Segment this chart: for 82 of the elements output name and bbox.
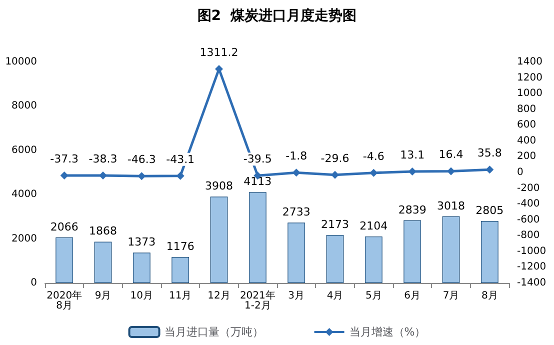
bar [248, 192, 266, 283]
bar [442, 216, 460, 283]
x-tick-label: 6月 [404, 290, 421, 302]
data-label: 1176 [166, 240, 194, 254]
data-label: 1373 [128, 236, 156, 249]
bar [404, 220, 422, 283]
data-label: 35.8 [477, 146, 502, 160]
bar [480, 221, 498, 283]
y2-tick-label: 1000 [517, 88, 542, 100]
y2-tick-label: 1200 [517, 72, 542, 84]
bar [210, 196, 228, 283]
x-tick-label: 8月 [481, 290, 498, 302]
y-tick-label: 10000 [5, 56, 37, 68]
y2-tick-label: 600 [517, 120, 536, 131]
data-label: -4.6 [362, 150, 384, 163]
data-label: -37.3 [50, 152, 79, 166]
y2-tick-label: -1200 [517, 262, 546, 273]
legend-label: 当月进口量（万吨） [164, 326, 264, 338]
data-label: 13.1 [400, 148, 425, 162]
y2-tick-label: -200 [517, 182, 540, 194]
y-tick-label: 6000 [12, 144, 37, 156]
data-label: 2104 [360, 220, 388, 232]
x-tick-label: 2020年 8月 [46, 290, 82, 312]
x-tick-label: 4月 [326, 290, 344, 302]
y2-tick-label: 400 [517, 135, 536, 146]
point [408, 167, 416, 176]
data-label: -43.1 [166, 152, 195, 166]
point [331, 170, 339, 179]
point [215, 65, 223, 74]
x-tick-label: 2021年 1-2月 [240, 290, 276, 312]
data-label: 1868 [89, 224, 117, 238]
data-label: -39.5 [243, 152, 272, 166]
bar [132, 252, 150, 283]
y2-tick-label: 200 [517, 151, 536, 162]
data-label: 1311.2 [200, 46, 238, 60]
point [99, 172, 107, 180]
x-tick-label: 3月 [288, 290, 305, 302]
x-tick-label: 9月 [94, 290, 112, 302]
bar [288, 222, 306, 283]
point [486, 166, 494, 174]
y2-tick-label: -1000 [517, 246, 546, 257]
bar [326, 234, 344, 283]
data-label: -46.3 [127, 153, 156, 166]
x-tick-label: 7月 [442, 290, 460, 302]
data-label: 2733 [282, 206, 310, 219]
legend-label: 当月增速（%） [349, 326, 426, 338]
chart-title: 图2 煤炭进口月度走势图 [197, 7, 357, 24]
data-label: 2173 [321, 218, 349, 231]
data-label: 4113 [244, 175, 272, 188]
point [292, 168, 300, 177]
y-tick-label: 0 [30, 278, 37, 288]
data-label: 16.4 [438, 148, 464, 162]
data-label: -1.8 [286, 150, 308, 163]
y-tick-label: 2000 [12, 233, 37, 244]
bar [364, 236, 382, 283]
data-label: 3908 [205, 180, 233, 193]
data-label: -29.6 [320, 152, 350, 165]
y-tick-label: 4000 [12, 189, 37, 200]
y2-tick-label: -800 [517, 230, 540, 242]
x-tick-label: 5月 [365, 290, 382, 302]
data-label: 3018 [437, 199, 465, 212]
y2-tick-label: 0 [517, 167, 524, 178]
y2-tick-label: -1400 [517, 278, 546, 288]
y2-tick-label: 1400 [517, 56, 542, 68]
data-label: -38.3 [88, 152, 118, 166]
bar [56, 237, 74, 283]
y2-tick-label: -600 [517, 214, 540, 226]
x-tick-label: 10月 [130, 290, 154, 302]
bar [94, 242, 112, 283]
y2-tick-label: -400 [517, 198, 540, 210]
bar [172, 257, 190, 283]
point [138, 172, 146, 180]
y-tick-label: 8000 [12, 100, 37, 112]
x-tick-label: 11月 [168, 290, 192, 302]
data-label: 2805 [476, 204, 504, 218]
x-tick-label: 12月 [208, 290, 230, 302]
point [176, 172, 184, 180]
data-label: 2839 [398, 203, 426, 216]
point [60, 171, 68, 180]
y2-tick-label: 800 [517, 104, 536, 115]
data-label: 2066 [50, 220, 78, 234]
point [447, 167, 455, 176]
